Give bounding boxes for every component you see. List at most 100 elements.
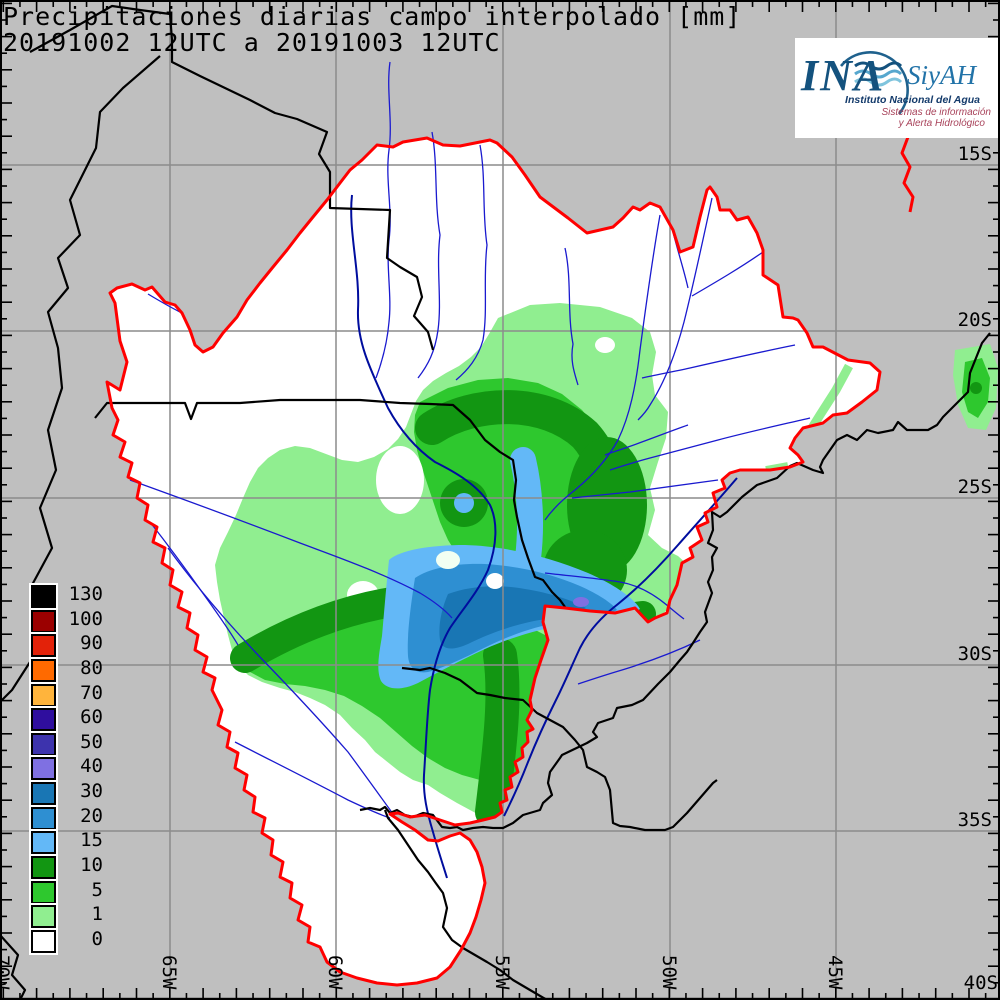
ina-siyah-logo: INA SiyAH Instituto Nacional del Agua Si…	[795, 38, 998, 138]
legend-label: 60	[80, 706, 103, 728]
legend-row: 50	[31, 731, 141, 756]
legend-label: 30	[80, 780, 103, 802]
map-date-range: 20191002 12UTC a 20191003 12UTC	[3, 28, 501, 57]
precip-10mm-tail	[475, 638, 520, 829]
coastline-atlantic	[359, 332, 991, 832]
legend-label: 10	[80, 854, 103, 876]
precip-40mm-spot	[573, 597, 589, 607]
legend-row: 60	[31, 706, 141, 731]
river-negro	[577, 639, 701, 685]
legend-label: 15	[80, 829, 103, 851]
legend-label: 80	[80, 657, 103, 679]
legend-row: 90	[31, 632, 141, 657]
legend-swatch	[31, 831, 56, 854]
legend-row: 100	[31, 608, 141, 633]
river-iguazu	[571, 479, 719, 499]
legend-swatch	[31, 708, 56, 731]
wave-icon	[854, 61, 903, 71]
legend-row: 0	[31, 928, 141, 953]
legend-row: 15	[31, 829, 141, 854]
wave-icon	[854, 77, 903, 87]
legend-swatch	[31, 634, 56, 657]
precip-5mm-uruguay	[594, 645, 698, 752]
dry-hole	[595, 337, 615, 353]
legend-row: 30	[31, 780, 141, 805]
river-tiete	[641, 344, 796, 379]
river-bermejo	[129, 479, 453, 619]
y-axis-label: 30S	[957, 643, 992, 665]
river-small-ne2	[691, 251, 764, 297]
precip-field	[215, 303, 853, 829]
river-carcarana	[234, 741, 391, 819]
logo-siyah-text: SiyAH	[907, 60, 976, 90]
legend-label: 100	[68, 608, 103, 630]
legend-label: 40	[80, 755, 103, 777]
x-axis-label: 65W	[158, 955, 180, 990]
map-title: Precipitaciones diarias campo interpolad…	[3, 2, 742, 31]
legend-row: 130	[31, 583, 141, 608]
legend-label: 1	[91, 903, 103, 925]
river-paranapanema	[609, 417, 811, 471]
dry-hole	[376, 446, 424, 514]
river-parana-upper	[544, 214, 661, 521]
river-north	[564, 247, 579, 386]
river-taquari	[455, 144, 488, 381]
y-axis-label: 25S	[957, 476, 992, 498]
x-axis-label: 55W	[491, 955, 513, 990]
legend-swatch	[31, 659, 56, 682]
legend-swatch	[31, 757, 56, 780]
river-nw-lobe	[147, 293, 181, 313]
dry-hole	[654, 770, 696, 804]
legend-label: 0	[91, 928, 103, 950]
legend-swatch	[31, 881, 56, 904]
river-grande	[637, 197, 713, 421]
legend-swatch	[31, 585, 56, 608]
x-axis-label: 70W	[0, 955, 13, 990]
river-sao-lourenco	[417, 131, 441, 379]
river-ivai	[604, 424, 689, 456]
legend-row: 5	[31, 879, 141, 904]
x-axis-label: 60W	[324, 955, 346, 990]
legend-label: 5	[91, 879, 103, 901]
y-axis-label: 20S	[957, 309, 992, 331]
x-axis-label: 45W	[824, 955, 846, 990]
main-rivers	[350, 194, 738, 879]
border-bolivia-brazil	[29, 4, 435, 351]
river-salado	[167, 547, 397, 819]
legend-row: 20	[31, 805, 141, 830]
border-uruguay-brazil	[401, 666, 718, 832]
x-axis-label: 50W	[658, 955, 680, 990]
border-paraguay-argentina	[94, 398, 566, 608]
legend-swatch	[31, 733, 56, 756]
legend-swatch	[31, 905, 56, 928]
logo-subtitle2: y Alerta Hidrológico	[898, 118, 985, 129]
logo-arc-icon	[839, 51, 909, 115]
border-sw-corner	[0, 934, 27, 1000]
dry-hole	[436, 551, 460, 569]
logo-ina-text: INA	[801, 51, 886, 100]
dry-hole	[486, 573, 504, 589]
legend-row: 40	[31, 755, 141, 780]
legend-label: 50	[80, 731, 103, 753]
legend-row: 70	[31, 682, 141, 707]
logo-subtitle1: Sistemas de información	[881, 107, 992, 118]
precip-15mm-spot	[454, 493, 474, 513]
precip-10mm-sw-band	[230, 587, 407, 673]
legend-label: 130	[68, 583, 103, 605]
river-west	[149, 521, 239, 646]
legend-row: 10	[31, 854, 141, 879]
legend-swatch	[31, 856, 56, 879]
river-ibicui	[544, 572, 685, 620]
legend-row: 1	[31, 903, 141, 928]
wave-icon	[854, 69, 903, 79]
coastline-rio-de-la-plata	[383, 809, 548, 1000]
legend-swatch	[31, 807, 56, 830]
legend-label: 70	[80, 682, 103, 704]
y-axis-label-corner: 40S	[963, 972, 998, 994]
legend-label: 20	[80, 805, 103, 827]
legend-label: 90	[80, 632, 103, 654]
